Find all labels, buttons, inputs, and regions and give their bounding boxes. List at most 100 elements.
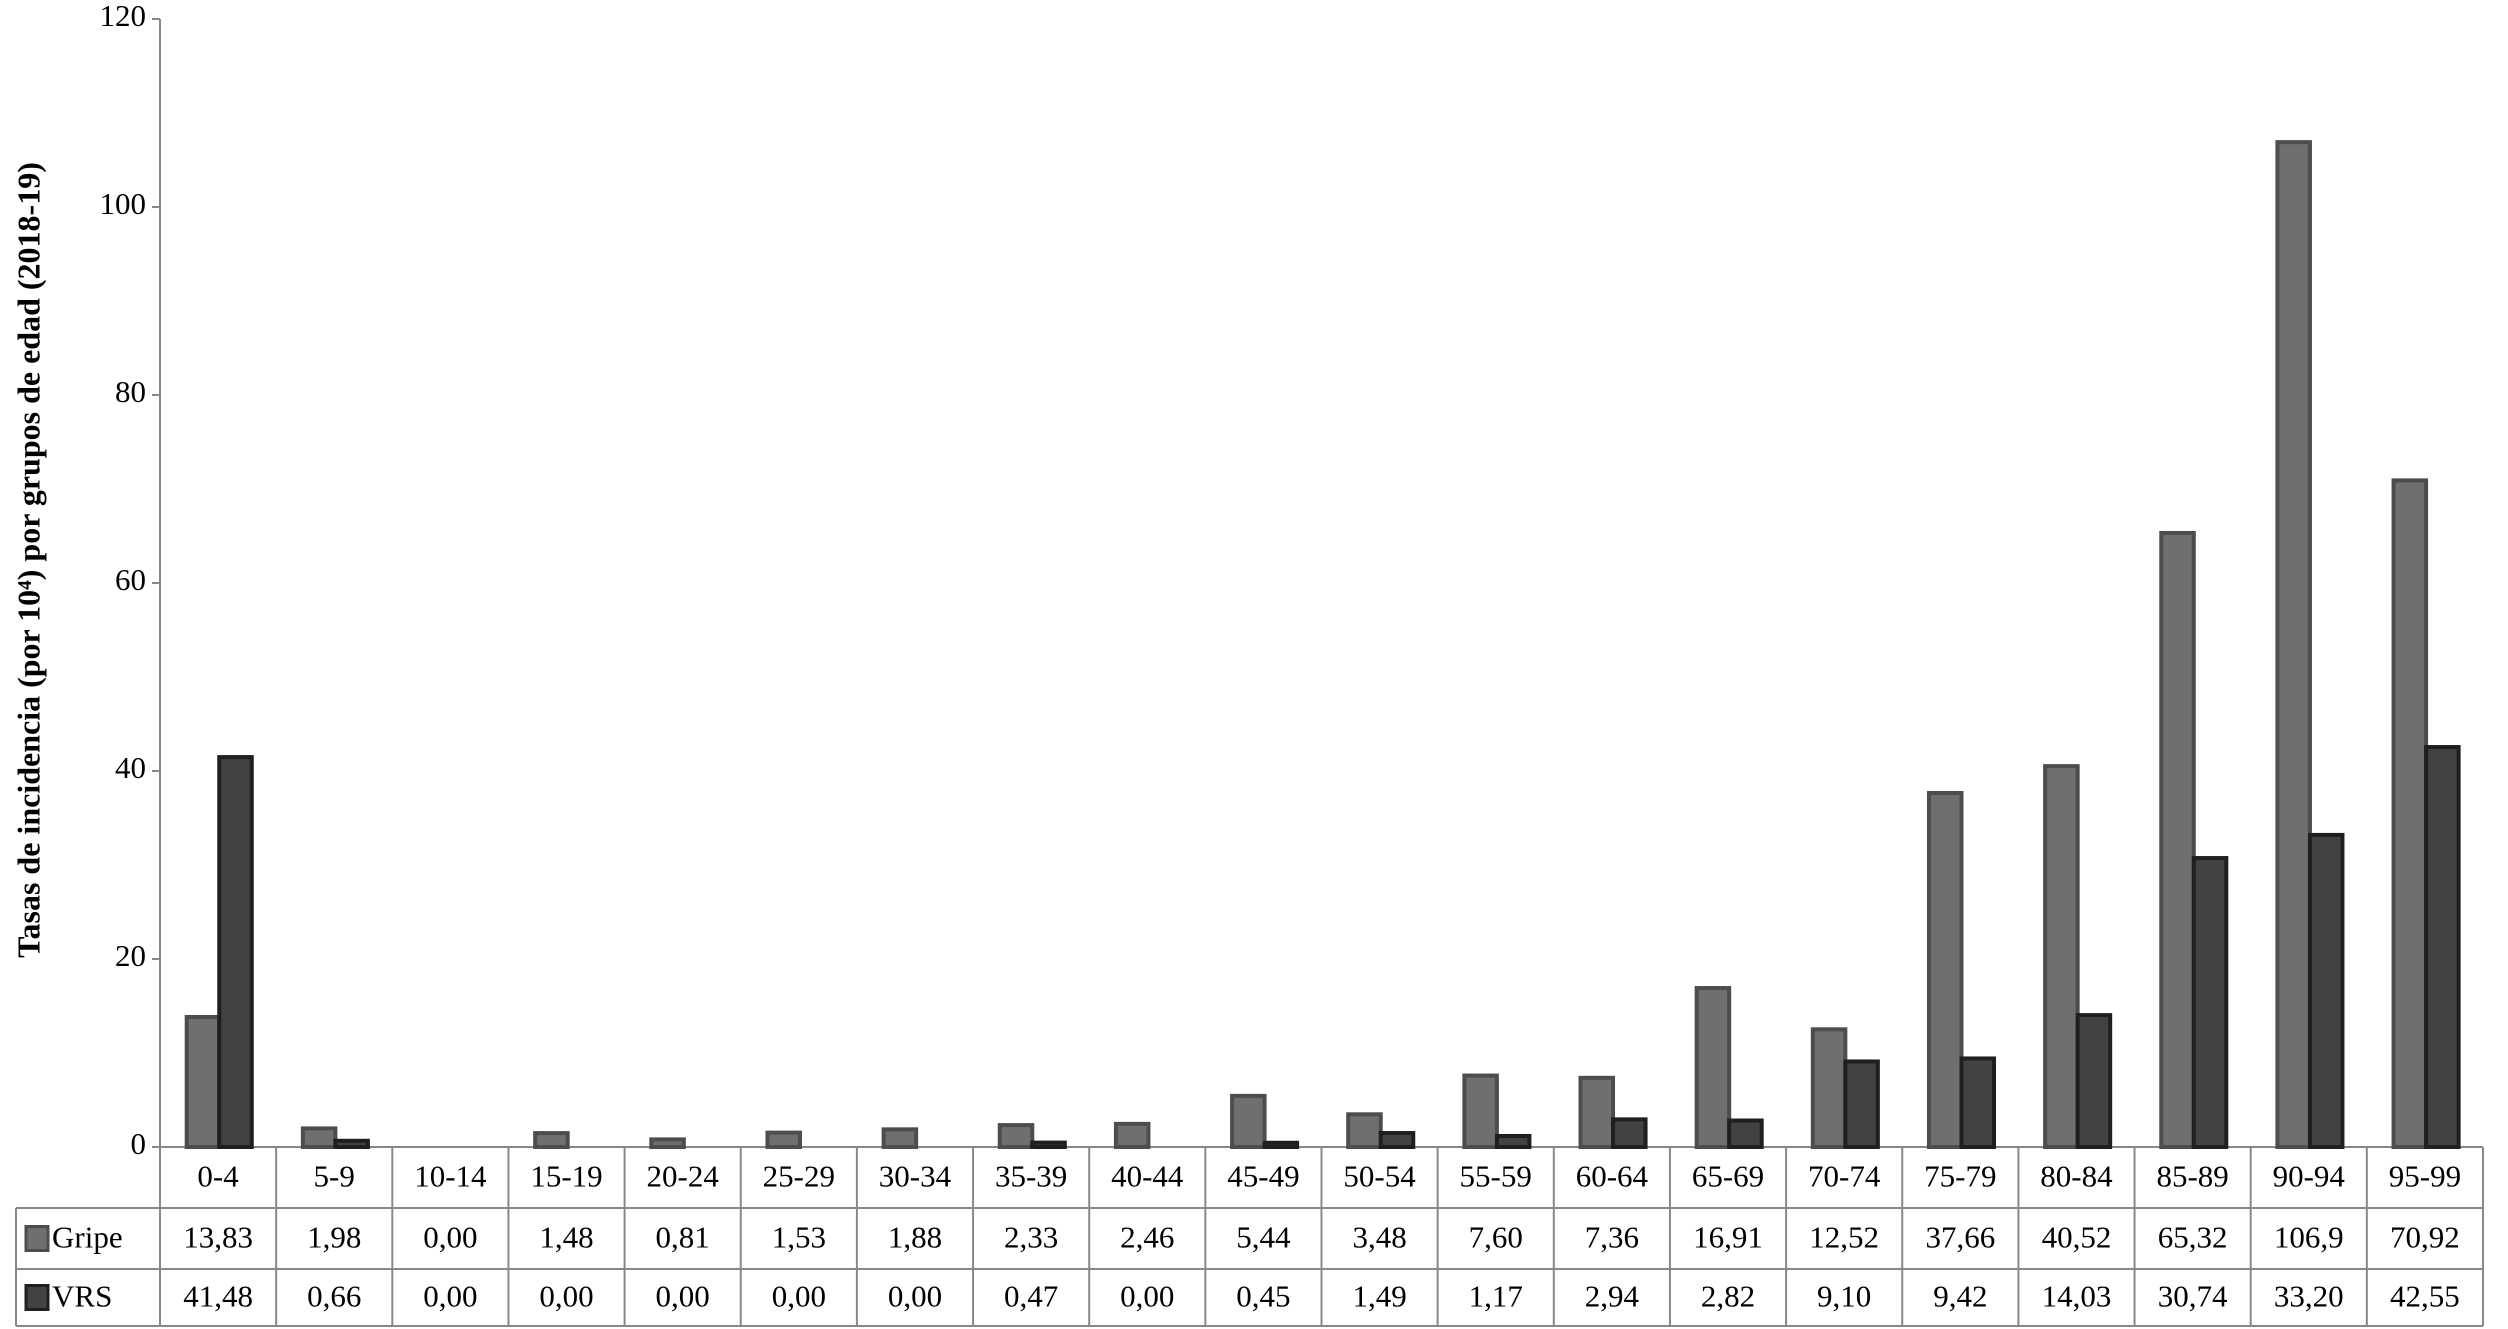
y-tick-label: 80 [115,374,146,409]
table-value: 1,98 [307,1220,361,1255]
bar [1262,1140,1300,1150]
table-value: 3,48 [1352,1220,1406,1255]
x-tick-label: 90-94 [2273,1159,2346,1194]
bar [1230,1093,1267,1150]
x-tick-label: 5-9 [314,1159,355,1194]
x-tick-label: 40-44 [1111,1159,1184,1194]
table-value: 106,9 [2274,1220,2344,1255]
x-tick-label: 30-34 [879,1159,952,1194]
bar [1113,1121,1151,1149]
bar [765,1130,802,1150]
table-value: 30,74 [2158,1279,2228,1314]
table-value: 0,45 [1236,1279,1290,1314]
legend-swatch [24,1225,50,1252]
table-value: 41,48 [183,1279,253,1314]
table-value: 9,42 [1933,1279,1987,1314]
table-value: 0,81 [656,1220,710,1255]
table-value: 0,00 [539,1279,593,1314]
bar [2159,530,2196,1149]
legend-swatch [24,1284,50,1311]
x-tick-label: 15-19 [530,1159,602,1194]
table-value: 16,91 [1693,1220,1763,1255]
table-value: 40,52 [2042,1220,2112,1255]
y-tick-label: 0 [131,1126,147,1161]
bar [2043,764,2080,1149]
legend-label: Gripe [52,1220,123,1255]
x-tick-label: 45-49 [1227,1159,1299,1194]
bar [300,1126,338,1149]
bar [2424,745,2461,1150]
table-value: 0,00 [423,1279,477,1314]
x-tick-label: 70-74 [1808,1159,1881,1194]
table-value: 70,92 [2390,1220,2460,1255]
x-tick-label: 55-59 [1460,1159,1532,1194]
bar [184,1014,222,1149]
table-value: 65,32 [2158,1220,2228,1255]
x-tick-label: 65-69 [1692,1159,1764,1194]
x-tick-label: 0-4 [197,1159,239,1194]
bar [333,1138,370,1150]
y-tick-label: 40 [115,750,146,785]
bar [2307,832,2345,1149]
bar [2391,478,2429,1149]
bar [1494,1134,1532,1149]
y-tick-label: 20 [115,938,146,973]
bar [881,1127,919,1150]
table-value: 1,53 [772,1220,826,1255]
x-tick-label: 75-79 [1924,1159,1996,1194]
table-value: 0,00 [772,1279,826,1314]
table-value: 0,66 [307,1279,361,1314]
legend-label: VRS [52,1279,112,1314]
y-tick-label: 100 [100,186,147,221]
table-value: 1,88 [888,1220,942,1255]
bar [2075,1013,2113,1149]
y-axis-title: Tasas de incidencia (por 10⁴) por grupos… [10,162,46,958]
table-value: 5,44 [1236,1220,1291,1255]
bar [1843,1059,1880,1149]
x-tick-label: 80-84 [2040,1159,2113,1194]
bar [2275,140,2312,1149]
table-value: 0,00 [656,1279,710,1314]
bar [649,1137,686,1149]
table-value: 37,66 [1925,1220,1995,1255]
table-value: 33,20 [2274,1279,2344,1314]
bar [1346,1112,1383,1149]
table-value: 12,52 [1809,1220,1879,1255]
table-value: 1,49 [1352,1279,1406,1314]
table-value: 42,55 [2390,1279,2460,1314]
bar [1727,1118,1764,1149]
table-value: 0,47 [1004,1279,1058,1314]
table-value: 2,94 [1585,1279,1640,1314]
x-tick-label: 95-99 [2389,1159,2461,1194]
table-value: 0,00 [888,1279,942,1314]
table-value: 13,83 [183,1220,253,1255]
y-tick-label: 120 [100,0,147,33]
table-value: 2,46 [1120,1220,1174,1255]
table-value: 0,00 [1120,1279,1174,1314]
x-tick-label: 50-54 [1343,1159,1416,1194]
bar [217,755,254,1149]
table-value: 7,60 [1469,1220,1523,1255]
bar [1462,1073,1499,1150]
table-value: 2,82 [1701,1279,1755,1314]
table-value: 7,36 [1585,1220,1639,1255]
bar [1378,1130,1416,1150]
bar [1611,1117,1648,1150]
x-tick-label: 20-24 [647,1159,720,1194]
bar [1926,790,1964,1149]
y-tick-label: 60 [115,562,146,597]
x-tick-label: 60-64 [1576,1159,1649,1194]
table-value: 2,33 [1004,1220,1058,1255]
bar [1030,1140,1067,1150]
table-value: 14,03 [2042,1279,2112,1314]
x-tick-label: 10-14 [414,1159,487,1194]
bar [997,1123,1035,1150]
table-value: 1,17 [1469,1279,1523,1314]
bar [533,1131,570,1150]
x-tick-label: 85-89 [2156,1159,2228,1194]
bar [1578,1075,1616,1150]
bar [1810,1027,1848,1150]
bar [1959,1056,1997,1150]
table-value: 1,48 [539,1220,593,1255]
